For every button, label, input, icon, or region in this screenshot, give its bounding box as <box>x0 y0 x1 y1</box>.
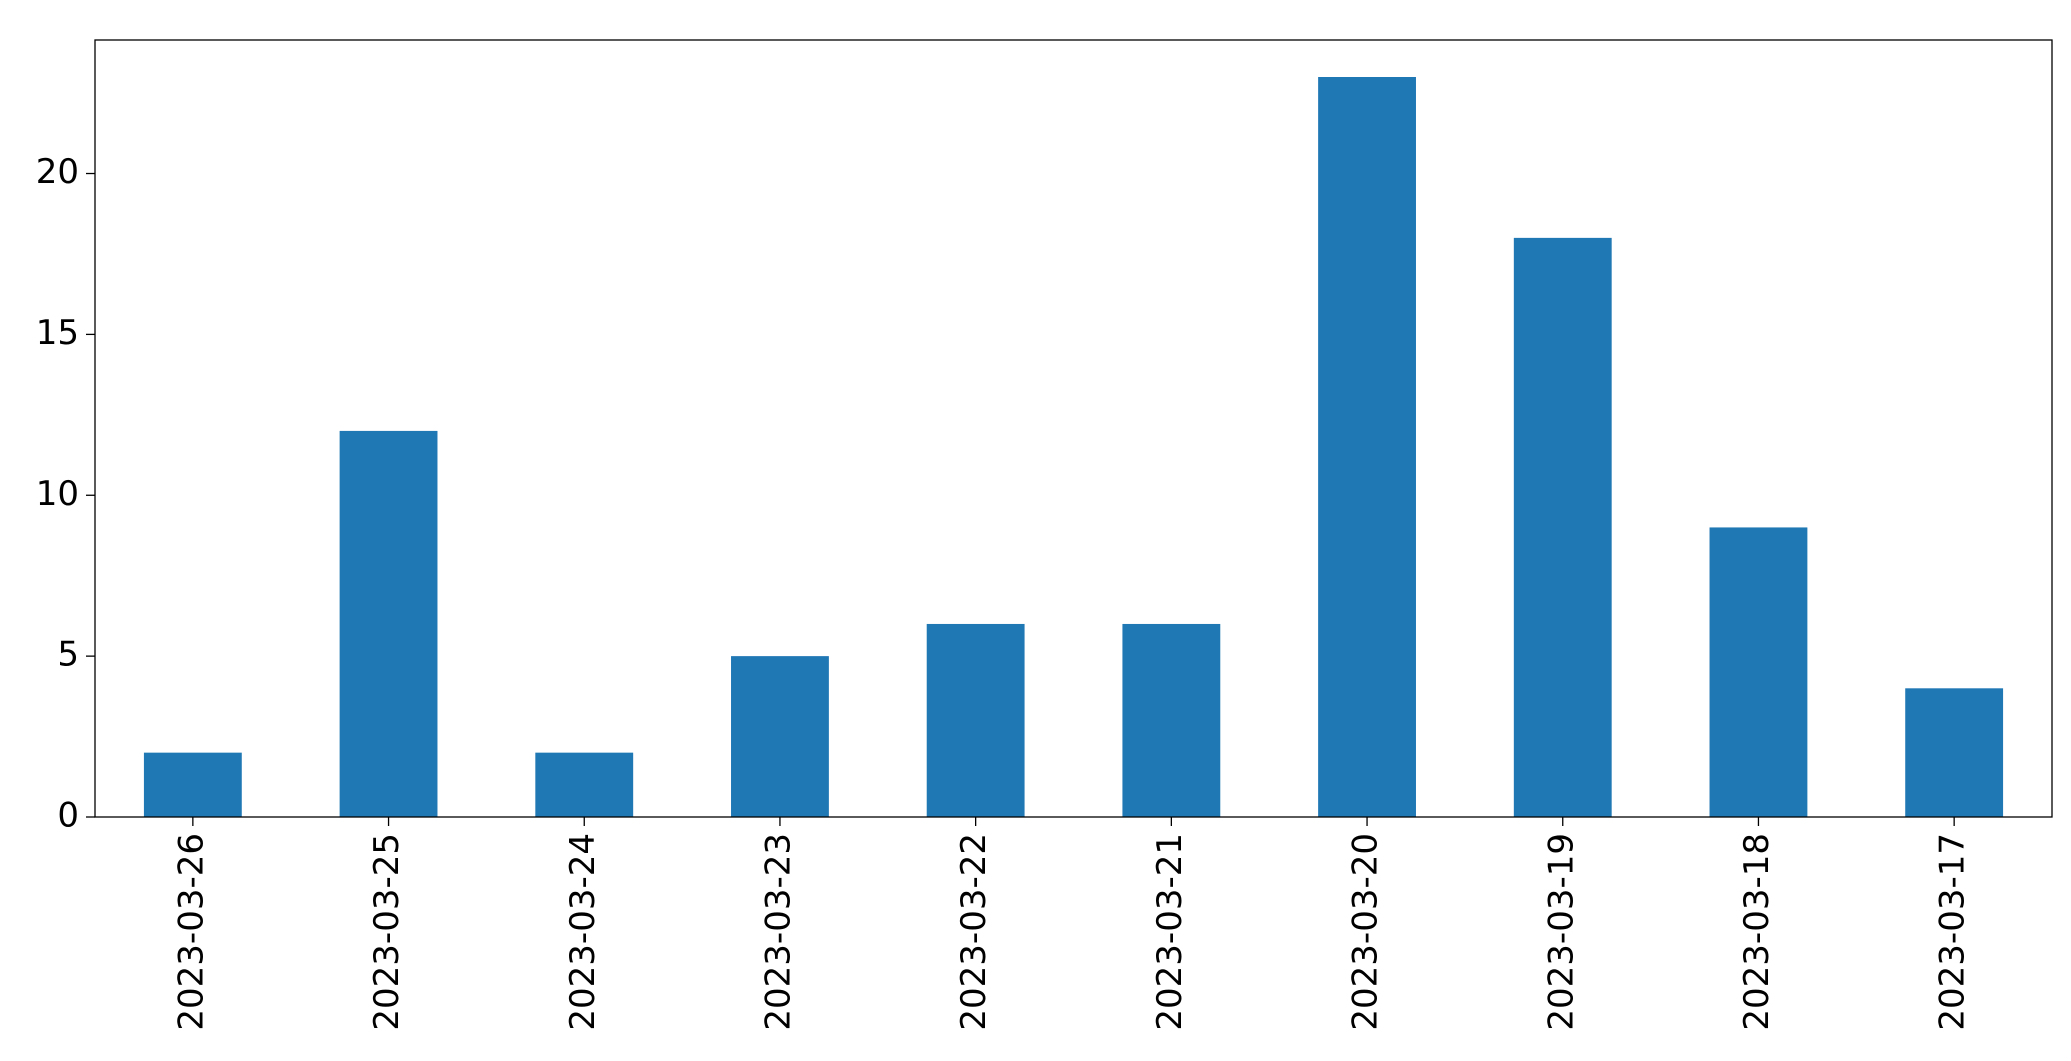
bar <box>1709 527 1808 817</box>
bar <box>1318 77 1416 817</box>
y-tick-label: 0 <box>57 796 79 836</box>
bar <box>1905 688 2004 817</box>
bar <box>339 430 438 817</box>
x-tick-label: 2023-03-23 <box>758 833 798 1031</box>
plot-frame <box>94 39 2053 818</box>
y-tick-label: 5 <box>57 635 79 675</box>
x-tick-label: 2023-03-18 <box>1737 833 1777 1031</box>
bar <box>731 656 829 817</box>
y-tick-label: 20 <box>36 152 79 192</box>
x-tick-label: 2023-03-20 <box>1346 833 1386 1031</box>
bar <box>1513 237 1612 817</box>
x-tick-label: 2023-03-17 <box>1933 833 1973 1031</box>
y-tick-label: 10 <box>36 474 79 514</box>
x-tick-label: 2023-03-22 <box>954 833 994 1031</box>
bar <box>926 623 1025 817</box>
bar <box>143 752 242 817</box>
x-tick-label: 2023-03-19 <box>1541 833 1581 1031</box>
x-tick-label: 2023-03-26 <box>171 833 211 1031</box>
x-tick-label: 2023-03-25 <box>367 833 407 1031</box>
x-tick-label: 2023-03-24 <box>563 833 603 1031</box>
bar <box>535 752 634 817</box>
bar <box>1122 623 1221 817</box>
y-tick-label: 15 <box>36 313 79 353</box>
x-tick-label: 2023-03-21 <box>1150 833 1190 1031</box>
